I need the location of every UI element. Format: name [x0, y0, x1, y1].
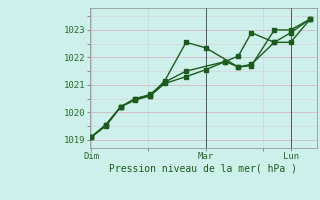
X-axis label: Pression niveau de la mer( hPa ): Pression niveau de la mer( hPa ) [109, 164, 297, 174]
